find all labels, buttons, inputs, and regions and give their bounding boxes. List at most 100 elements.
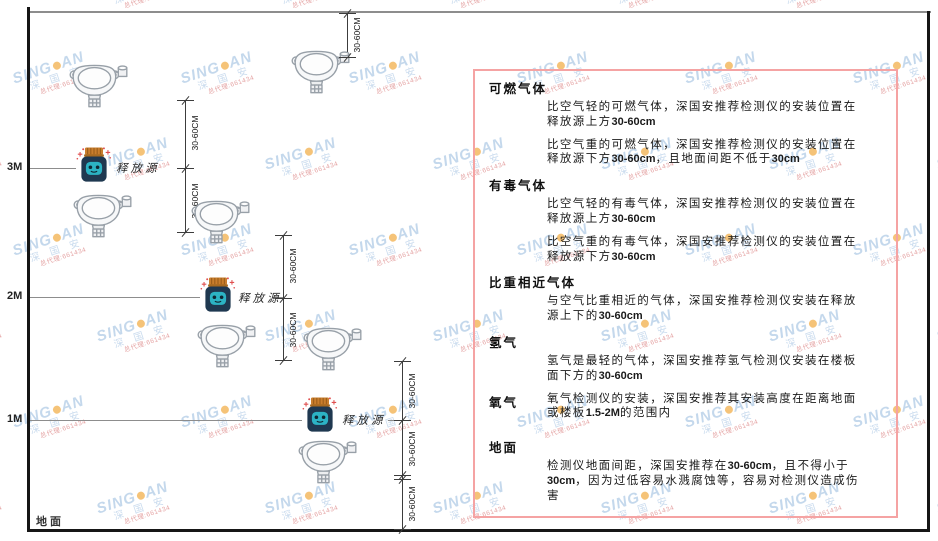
watermark-cn: 深 国 安: [617, 0, 678, 7]
ground-label: 地面: [36, 516, 64, 528]
release-source-glyph: [200, 277, 236, 312]
release-source-glyph: [76, 147, 112, 182]
watermark-agent: 总代理:661434: [627, 0, 680, 11]
watermark-agent: 总代理:661434: [39, 246, 88, 269]
watermark-agent: 总代理:661434: [0, 504, 4, 527]
watermark-cn: 深 国 安: [281, 0, 342, 7]
section-paragraph: 与空气比重相近的气体，深国安推荐检测仪安装在释放源上下的30-60cm: [547, 295, 857, 323]
dim-line-1m: [402, 361, 403, 530]
panel-section: 氢气 氢气是最轻的气体，深国安推荐氢气检测仪安装在楼板面下方的30-60cm: [489, 332, 882, 384]
panel-section: 可燃气体 比空气轻的可燃气体，深国安推荐检测仪的安装位置在释放源上方30-60cm…: [489, 78, 882, 167]
watermark-agent: 总代理:661434: [291, 0, 344, 11]
gas-detector-glyph: [191, 200, 250, 244]
gas-detector-glyph: [73, 194, 132, 238]
watermark-agent: 总代理:661434: [207, 246, 256, 269]
brand-dot-icon: [51, 60, 62, 71]
watermark-cn: 深 国 安: [196, 408, 253, 437]
gas-detector-icon: [194, 322, 258, 373]
watermark-agent: 总代理:661434: [123, 504, 172, 527]
connector-2m: [272, 297, 283, 298]
gas-detector-glyph: [303, 327, 362, 371]
watermark-cn: 深 国 安: [0, 150, 6, 179]
ground-line: [27, 529, 930, 532]
watermark-cn: 深 国 安: [449, 0, 510, 7]
dim-label: 30-60CM: [352, 17, 362, 53]
section-heading: 氧气: [489, 395, 519, 410]
brand-dot-icon: [51, 232, 62, 243]
watermark-cn: 深 国 安: [112, 322, 169, 351]
watermark-cn: 深 国 安: [280, 494, 337, 523]
watermark-agent: 总代理:661434: [39, 418, 88, 441]
section-heading: 地面: [489, 441, 519, 456]
brand-dot-icon: [303, 146, 314, 157]
watermark-cn: 深 国 安: [0, 322, 6, 351]
axis-label-2m: 2M: [7, 290, 23, 302]
watermark-cn: 深 国 安: [364, 64, 421, 93]
panel-section: 氧气 氧气检测仪的安装，深国安推荐其安装高度在距离地面或楼板1.5-2M的范围内: [489, 392, 882, 430]
gas-detector-glyph: [298, 440, 357, 484]
brand-dot-icon: [387, 232, 398, 243]
watermark-agent: 总代理:661434: [123, 0, 176, 11]
watermark-cn: 深 国 安: [112, 494, 169, 523]
release-source-glyph: [302, 397, 338, 432]
watermark-agent: 总代理:661434: [123, 332, 172, 355]
watermark-agent: 总代理:661434: [0, 0, 8, 11]
watermark-cn: 深 国 安: [113, 0, 174, 7]
brand-dot-icon: [135, 146, 146, 157]
watermark-agent: 总代理:661434: [207, 418, 256, 441]
section-paragraph: 比空气重的可燃气体，深国安推荐检测仪的安装位置在释放源下方30-60cm，且地面…: [547, 138, 857, 166]
axis-label-3m: 3M: [7, 161, 23, 173]
section-paragraph: 比空气轻的有毒气体，深国安推荐检测仪的安装位置在释放源上方30-60cm: [547, 198, 857, 225]
watermark-agent: 总代理:661434: [0, 332, 4, 355]
watermark-cn: 深 国 安: [196, 64, 253, 93]
brand-dot-icon: [135, 318, 146, 329]
watermark-cn: 深 国 安: [280, 150, 337, 179]
section-heading: 氢气: [489, 335, 519, 350]
brand-dot-icon: [219, 60, 230, 71]
gas-detector-glyph: [291, 50, 350, 94]
release-source-icon: [76, 146, 112, 189]
gas-detector-icon: [300, 325, 364, 376]
dim-label: 30-60CM: [288, 312, 298, 348]
gas-detector-glyph: [197, 324, 256, 368]
section-paragraph: 比空气重的有毒气体，深国安推荐检测仪的安装位置在释放源下方30-60cm: [547, 235, 857, 263]
dim-line-ceiling: [347, 13, 348, 57]
section-heading: 有毒气体: [489, 179, 548, 194]
right-wall-line: [927, 11, 930, 532]
watermark-agent: 总代理:661434: [291, 160, 340, 183]
gas-detector-icon: [188, 198, 252, 249]
axis-label-1m: 1M: [7, 413, 23, 425]
brand-dot-icon: [51, 404, 62, 415]
level-line-3m: [30, 168, 76, 169]
section-paragraph: 检测仪地面间距，深国安推荐在30-60cm，且不得小于30cm，因为过低容易水溅…: [547, 460, 859, 502]
gas-detector-icon: [288, 48, 352, 99]
watermark-agent: 总代理:661434: [795, 0, 848, 11]
watermark-cn: 深 国 安: [0, 0, 6, 7]
brand-dot-icon: [219, 404, 230, 415]
watermark-agent: 总代理:661434: [291, 504, 340, 527]
watermark-cn: 深 国 安: [364, 236, 421, 265]
section-paragraph: 氧气检测仪的安装，深国安推荐其安装高度在距离地面或楼板1.5-2M的范围内: [547, 392, 857, 420]
release-source-label: 释放源: [238, 293, 282, 305]
